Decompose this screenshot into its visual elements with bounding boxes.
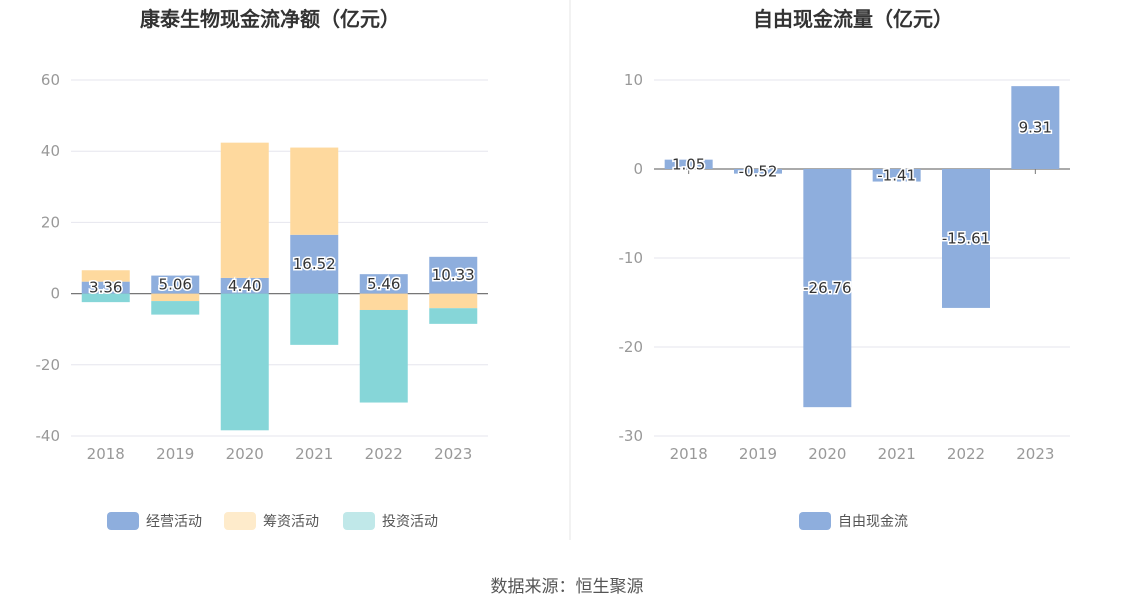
cash-flow-bars bbox=[81, 142, 478, 431]
x-tick-label: 2020 bbox=[808, 445, 846, 463]
free-cash-flow-legend: 自由现金流 bbox=[799, 512, 908, 530]
bar-segment bbox=[429, 256, 478, 294]
bar-segment bbox=[290, 293, 339, 345]
bar bbox=[872, 169, 921, 182]
bar-segment bbox=[151, 275, 200, 294]
y-tick-label: -30 bbox=[619, 427, 644, 445]
legend-swatch bbox=[343, 512, 375, 530]
legend-swatch bbox=[799, 512, 831, 530]
free-cash-flow-grid bbox=[654, 79, 1070, 437]
bar-segment bbox=[429, 293, 478, 309]
y-tick-label: 60 bbox=[41, 71, 60, 89]
x-tick-label: 2022 bbox=[365, 445, 403, 463]
free-cash-flow-chart: 自由现金流量（亿元） 10 0 -10 -20 -30 2018 2019 2020 2021… bbox=[619, 7, 1070, 530]
y-tick-label: -20 bbox=[36, 356, 61, 374]
data-label: 4.40 bbox=[228, 277, 261, 295]
bar-segment bbox=[429, 308, 478, 324]
bar-segment bbox=[81, 281, 130, 294]
bar bbox=[664, 159, 713, 169]
bar-segment bbox=[81, 293, 130, 303]
bar-segment bbox=[359, 293, 408, 310]
bar-segment bbox=[220, 142, 269, 278]
bar bbox=[734, 169, 782, 174]
data-label: -26.76 bbox=[803, 279, 851, 297]
data-label: 1.05 bbox=[672, 155, 705, 173]
data-label: -0.52 bbox=[739, 162, 778, 180]
x-tick-label: 2023 bbox=[1016, 445, 1054, 463]
data-label: -1.41 bbox=[877, 166, 916, 184]
legend-label: 自由现金流 bbox=[838, 514, 908, 530]
data-label: 10.33 bbox=[432, 266, 475, 284]
free-cash-flow-bars bbox=[664, 86, 1060, 408]
bar bbox=[1011, 86, 1060, 169]
x-tick-label: 2018 bbox=[87, 445, 125, 463]
bar-segment bbox=[151, 293, 200, 302]
data-label: 5.06 bbox=[159, 276, 192, 294]
legend-swatch bbox=[107, 512, 139, 530]
y-tick-label: 10 bbox=[624, 71, 643, 89]
bar-segment bbox=[220, 293, 269, 431]
cash-flow-data-labels: 3.36 5.06 4.40 16.52 5.46 10.33 bbox=[88, 254, 477, 298]
data-label: 9.31 bbox=[1019, 119, 1052, 137]
x-tick-label: 2021 bbox=[878, 445, 916, 463]
x-tick-label: 2019 bbox=[156, 445, 194, 463]
bar bbox=[942, 169, 990, 308]
legend-label: 经营活动 bbox=[146, 514, 202, 530]
cash-flow-legend: 经营活动 筹资活动 投资活动 bbox=[107, 512, 438, 530]
bar-segment bbox=[81, 270, 130, 282]
bar-segment bbox=[290, 234, 339, 294]
cash-flow-y-axis: 60 40 20 0 -20 -40 bbox=[36, 71, 61, 445]
data-label: 16.52 bbox=[293, 255, 336, 273]
data-label: 3.36 bbox=[89, 279, 122, 297]
bar-segment bbox=[359, 309, 408, 403]
y-tick-label: -10 bbox=[619, 249, 644, 267]
x-tick-label: 2022 bbox=[947, 445, 985, 463]
y-tick-label: -40 bbox=[36, 427, 61, 445]
free-cash-flow-chart-title: 自由现金流量（亿元） bbox=[753, 7, 953, 31]
y-tick-label: 0 bbox=[50, 285, 60, 303]
x-tick-label: 2019 bbox=[739, 445, 777, 463]
bar-segment bbox=[290, 147, 339, 235]
cash-flow-grid bbox=[71, 79, 488, 437]
cash-flow-x-axis: 2018 2019 2020 2021 2022 2023 bbox=[87, 445, 473, 463]
legend-label: 投资活动 bbox=[382, 514, 438, 530]
x-tick-label: 2023 bbox=[434, 445, 472, 463]
bar-segment bbox=[220, 277, 269, 294]
bar-segment bbox=[151, 301, 200, 315]
y-tick-label: -20 bbox=[619, 338, 644, 356]
legend-swatch bbox=[224, 512, 256, 530]
y-tick-label: 0 bbox=[633, 160, 643, 178]
free-cash-flow-data-labels: 1.05 -0.52 -26.76 -1.41 -15.61 9.31 bbox=[670, 117, 1053, 299]
y-tick-label: 20 bbox=[41, 213, 60, 231]
data-label: 5.46 bbox=[367, 275, 400, 293]
bar bbox=[803, 169, 852, 408]
free-cash-flow-x-axis: 2018 2019 2020 2021 2022 2023 bbox=[670, 445, 1055, 463]
free-cash-flow-y-axis: 10 0 -10 -20 -30 bbox=[619, 71, 644, 445]
cash-flow-chart-title: 康泰生物现金流净额（亿元） bbox=[140, 7, 400, 31]
x-tick-label: 2020 bbox=[226, 445, 264, 463]
cash-flow-chart: 康泰生物现金流净额（亿元） 60 40 20 0 -20 -40 2018 2019 2020… bbox=[36, 7, 488, 530]
x-tick-label: 2018 bbox=[670, 445, 708, 463]
data-label: -15.61 bbox=[942, 229, 990, 247]
bar-segment bbox=[359, 274, 408, 294]
y-tick-label: 40 bbox=[41, 142, 60, 160]
x-tick-label: 2021 bbox=[295, 445, 333, 463]
legend-label: 筹资活动 bbox=[263, 513, 319, 530]
data-source-note: 数据来源：恒生聚源 bbox=[491, 577, 644, 597]
